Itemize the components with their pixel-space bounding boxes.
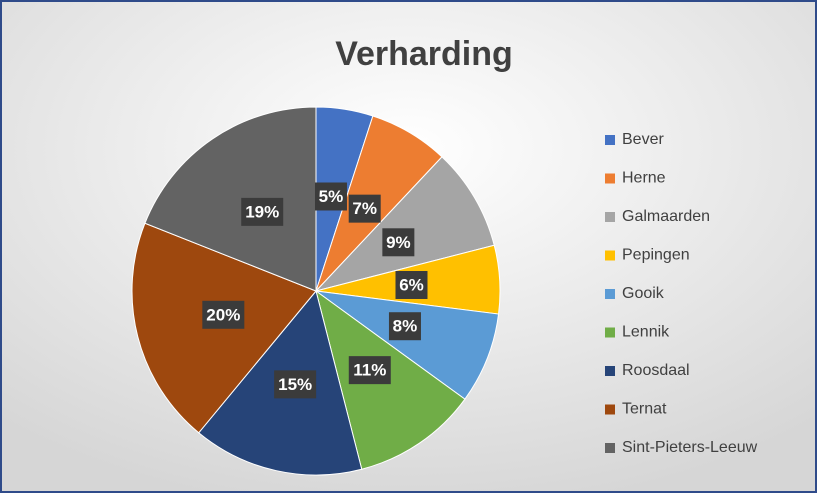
data-label-box bbox=[274, 370, 317, 399]
data-label-box bbox=[388, 312, 421, 341]
legend-label: Lennik bbox=[622, 324, 670, 341]
data-label: 7% bbox=[352, 199, 377, 218]
data-label-box bbox=[348, 356, 391, 385]
chart-title: Verharding bbox=[335, 35, 513, 73]
pie-slice bbox=[144, 106, 317, 292]
data-label-box bbox=[382, 228, 415, 257]
legend-swatch bbox=[605, 250, 615, 261]
legend-label: Sint-Pieters-Leeuw bbox=[622, 439, 758, 456]
legend-swatch bbox=[605, 173, 615, 184]
data-label-box bbox=[314, 182, 347, 211]
data-label: 11% bbox=[353, 361, 386, 380]
legend-swatch bbox=[605, 212, 615, 222]
legend-label: Ternat bbox=[622, 401, 667, 418]
legend-swatch bbox=[605, 327, 615, 338]
legend-label: Pepingen bbox=[622, 247, 690, 264]
data-label: 19% bbox=[245, 202, 279, 221]
pie-slice bbox=[315, 290, 500, 400]
legend-label: Gooik bbox=[622, 285, 665, 302]
legend-swatch bbox=[605, 289, 615, 299]
data-label: 5% bbox=[319, 187, 344, 206]
legend-swatch bbox=[605, 366, 615, 376]
pie-slice bbox=[314, 156, 495, 292]
legend-label: Roosdaal bbox=[622, 362, 690, 379]
data-label: 20% bbox=[206, 305, 240, 324]
data-label: 8% bbox=[393, 317, 418, 336]
legend-swatch bbox=[605, 443, 615, 453]
data-label-box bbox=[348, 194, 381, 223]
data-label: 15% bbox=[278, 375, 312, 394]
data-label-box bbox=[202, 300, 245, 329]
legend-label: Galmaarden bbox=[622, 208, 710, 225]
legend-label: Bever bbox=[622, 131, 664, 148]
legend-swatch bbox=[605, 135, 615, 145]
data-label: 9% bbox=[386, 233, 411, 252]
legend-swatch bbox=[605, 404, 615, 415]
data-label-box bbox=[395, 270, 428, 299]
legend-label: Herne bbox=[622, 170, 666, 187]
data-label-box bbox=[241, 197, 284, 226]
data-label: 6% bbox=[399, 275, 424, 294]
